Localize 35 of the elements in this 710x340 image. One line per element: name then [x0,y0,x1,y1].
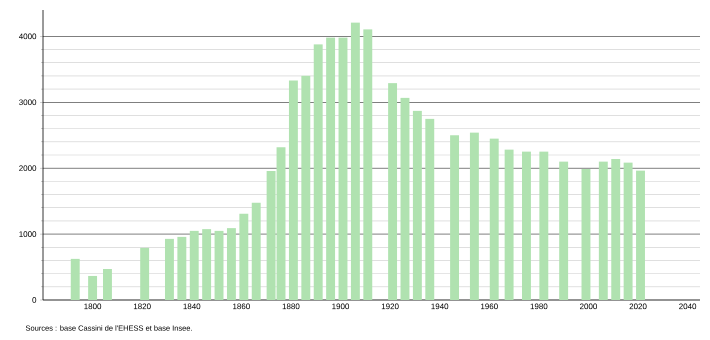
bar [470,132,479,300]
bar [522,152,531,300]
bar [539,152,548,300]
bar [504,150,514,300]
bar [164,238,174,300]
bar [301,76,310,300]
bar [326,38,336,300]
bar [582,168,590,300]
bar [103,268,112,300]
bar [559,162,568,300]
bar [611,158,620,300]
bar [363,29,372,300]
bar [177,236,186,300]
bar [490,138,499,300]
bar [226,228,236,300]
bar [624,162,633,300]
bar [239,214,248,300]
bar [314,44,323,300]
bar [288,80,298,300]
bar [252,202,261,300]
bar [88,276,98,300]
bar [190,230,199,300]
bar [388,83,398,300]
bar [350,22,360,300]
bar [70,258,80,300]
bar [202,229,212,300]
bar [338,38,348,300]
bar [140,248,150,300]
bar [425,118,434,300]
bar [400,98,410,300]
bar [450,135,460,300]
bar [214,230,224,300]
bar [412,110,422,300]
bar [636,170,645,300]
bar [598,162,608,300]
